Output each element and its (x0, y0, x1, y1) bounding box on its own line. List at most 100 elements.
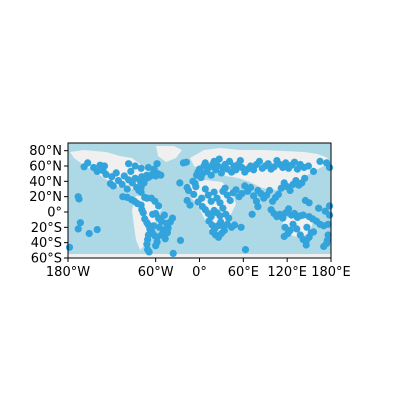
station-marker (145, 248, 153, 256)
station-marker (231, 221, 239, 229)
station-marker (255, 157, 263, 165)
y-tick-label: 40°N (29, 175, 62, 190)
land-antarctica-edge (68, 254, 331, 258)
x-tick-label: 60°E (228, 265, 259, 280)
station-marker (183, 183, 191, 192)
station-marker (210, 188, 218, 196)
station-marker (280, 232, 288, 241)
station-marker (93, 226, 101, 234)
station-marker (264, 160, 272, 168)
station-marker (270, 163, 278, 171)
station-marker (220, 226, 228, 234)
station-marker (123, 185, 131, 193)
station-marker (190, 190, 198, 198)
station-marker (241, 246, 250, 254)
station-marker (321, 207, 329, 215)
station-marker (290, 158, 299, 166)
station-marker (277, 184, 285, 192)
station-marker (282, 159, 290, 167)
station-marker (176, 179, 184, 187)
station-marker (161, 235, 169, 243)
station-marker (112, 169, 120, 177)
station-marker (198, 194, 206, 202)
station-marker (216, 212, 224, 220)
station-marker (85, 229, 93, 238)
station-marker (186, 201, 194, 209)
land-greenland (156, 146, 182, 162)
station-marker (144, 163, 152, 172)
x-tick-label: 180°E (311, 265, 351, 280)
station-marker (247, 183, 255, 192)
station-marker (301, 196, 309, 205)
station-marker (285, 205, 293, 213)
station-marker (155, 202, 163, 210)
marker-layer (65, 155, 334, 257)
station-marker (131, 162, 139, 170)
y-tick-label: 80°N (29, 144, 62, 159)
station-marker (293, 225, 301, 233)
station-marker (201, 185, 209, 193)
station-marker (139, 209, 147, 217)
station-marker (100, 162, 109, 170)
station-marker (324, 220, 332, 228)
station-marker (217, 169, 225, 177)
station-marker (232, 186, 240, 194)
station-marker (315, 204, 323, 212)
station-marker (168, 214, 177, 222)
station-marker (223, 191, 231, 199)
station-marker (182, 158, 190, 166)
x-tick-label: 60°W (138, 265, 174, 280)
station-marker (204, 191, 212, 199)
station-marker (236, 157, 244, 165)
y-tick-label: 60°S (31, 252, 62, 267)
station-marker (118, 180, 126, 188)
station-marker (217, 218, 225, 226)
station-marker (127, 167, 135, 175)
station-marker (155, 223, 163, 231)
station-marker (304, 162, 312, 170)
station-marker (266, 186, 274, 195)
station-marker (225, 157, 234, 165)
station-marker (241, 182, 249, 190)
station-marker (324, 231, 332, 239)
station-marker (286, 226, 294, 234)
station-marker (137, 188, 145, 196)
station-marker (219, 204, 227, 212)
station-marker (216, 199, 224, 207)
station-marker (65, 243, 74, 251)
station-marker (148, 228, 156, 236)
station-marker (75, 195, 83, 203)
y-tick-label: 20°N (29, 190, 62, 205)
station-marker (160, 211, 168, 219)
station-marker (250, 192, 258, 200)
station-marker (102, 170, 110, 178)
station-marker (316, 157, 324, 165)
station-marker (125, 160, 133, 168)
station-marker (152, 242, 160, 250)
station-marker (302, 241, 310, 249)
station-marker (325, 163, 334, 172)
station-marker (157, 171, 165, 179)
station-marker (237, 223, 245, 231)
station-marker (238, 190, 246, 198)
station-marker (286, 186, 294, 195)
station-marker (109, 182, 117, 190)
station-marker (93, 167, 101, 175)
station-marker (250, 166, 258, 174)
station-marker (137, 164, 145, 172)
station-marker (299, 211, 307, 219)
station-marker (225, 214, 233, 222)
station-marker (248, 210, 256, 218)
station-marker (207, 171, 215, 179)
station-marker (149, 222, 158, 230)
station-marker (143, 240, 151, 248)
station-marker (192, 183, 200, 191)
y-tick-label: 0° (47, 206, 62, 221)
x-tick-label: 120°E (267, 265, 307, 280)
station-marker (301, 174, 309, 182)
station-marker (320, 242, 328, 251)
y-axis-ticks: 80°N60°N40°N20°N0°20°S40°S60°S (29, 144, 68, 267)
y-tick-label: 20°S (31, 221, 62, 236)
station-marker (169, 249, 177, 257)
